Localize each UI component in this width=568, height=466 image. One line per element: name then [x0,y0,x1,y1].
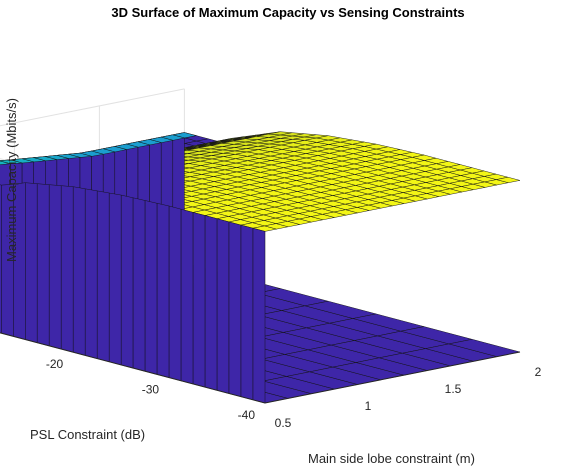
x-tick-labels: 0-10-20-30-40 [46,357,256,422]
left-wall-facet [192,212,206,388]
x-tick-label: -30 [142,383,160,397]
x-axis-label: PSL Constraint (dB) [30,427,145,442]
left-wall-facet [204,215,218,391]
y-tick-label: 1.5 [445,382,462,396]
y-tick-label: 2 [535,365,542,379]
axis-line [0,332,266,404]
x-tick-label: -20 [46,357,64,371]
left-wall-facet [144,200,158,375]
left-wall-facet [252,227,266,404]
left-wall-facet [72,186,86,356]
rim-facet [172,132,197,139]
y-axis-label: Main side lobe constraint (m) [308,451,475,466]
axes-lines [0,332,521,404]
left-wall-facet [96,190,110,362]
chart-title: 3D Surface of Maximum Capacity vs Sensin… [111,5,464,20]
left-wall-facet [84,188,98,359]
left-wall-facet [108,192,122,366]
y-tick-label: 1 [365,399,372,413]
left-wall-facet [168,205,182,382]
left-wall-facet [240,224,254,401]
surface-mesh [0,131,521,404]
left-wall-facet [156,203,170,378]
x-tick-label: -40 [238,408,256,422]
left-wall-facet [25,182,38,343]
y-tick-labels: 0.5 1 1.5 2 [275,365,542,430]
left-wall-facet [216,218,230,394]
left-wall-facet [120,194,134,369]
surface-facet [496,176,521,183]
left-wall-facet [48,184,62,350]
left-wall-facet [132,197,146,372]
z-axis-label: Maximum Capacity (Mbits/s) [4,98,19,262]
left-wall-facet [60,185,74,353]
left-wall-facet [36,183,50,347]
axis-line [264,351,521,404]
y-tick-label: 0.5 [275,416,292,430]
left-wall-facet [180,208,194,385]
left-wall-facet [228,221,242,397]
